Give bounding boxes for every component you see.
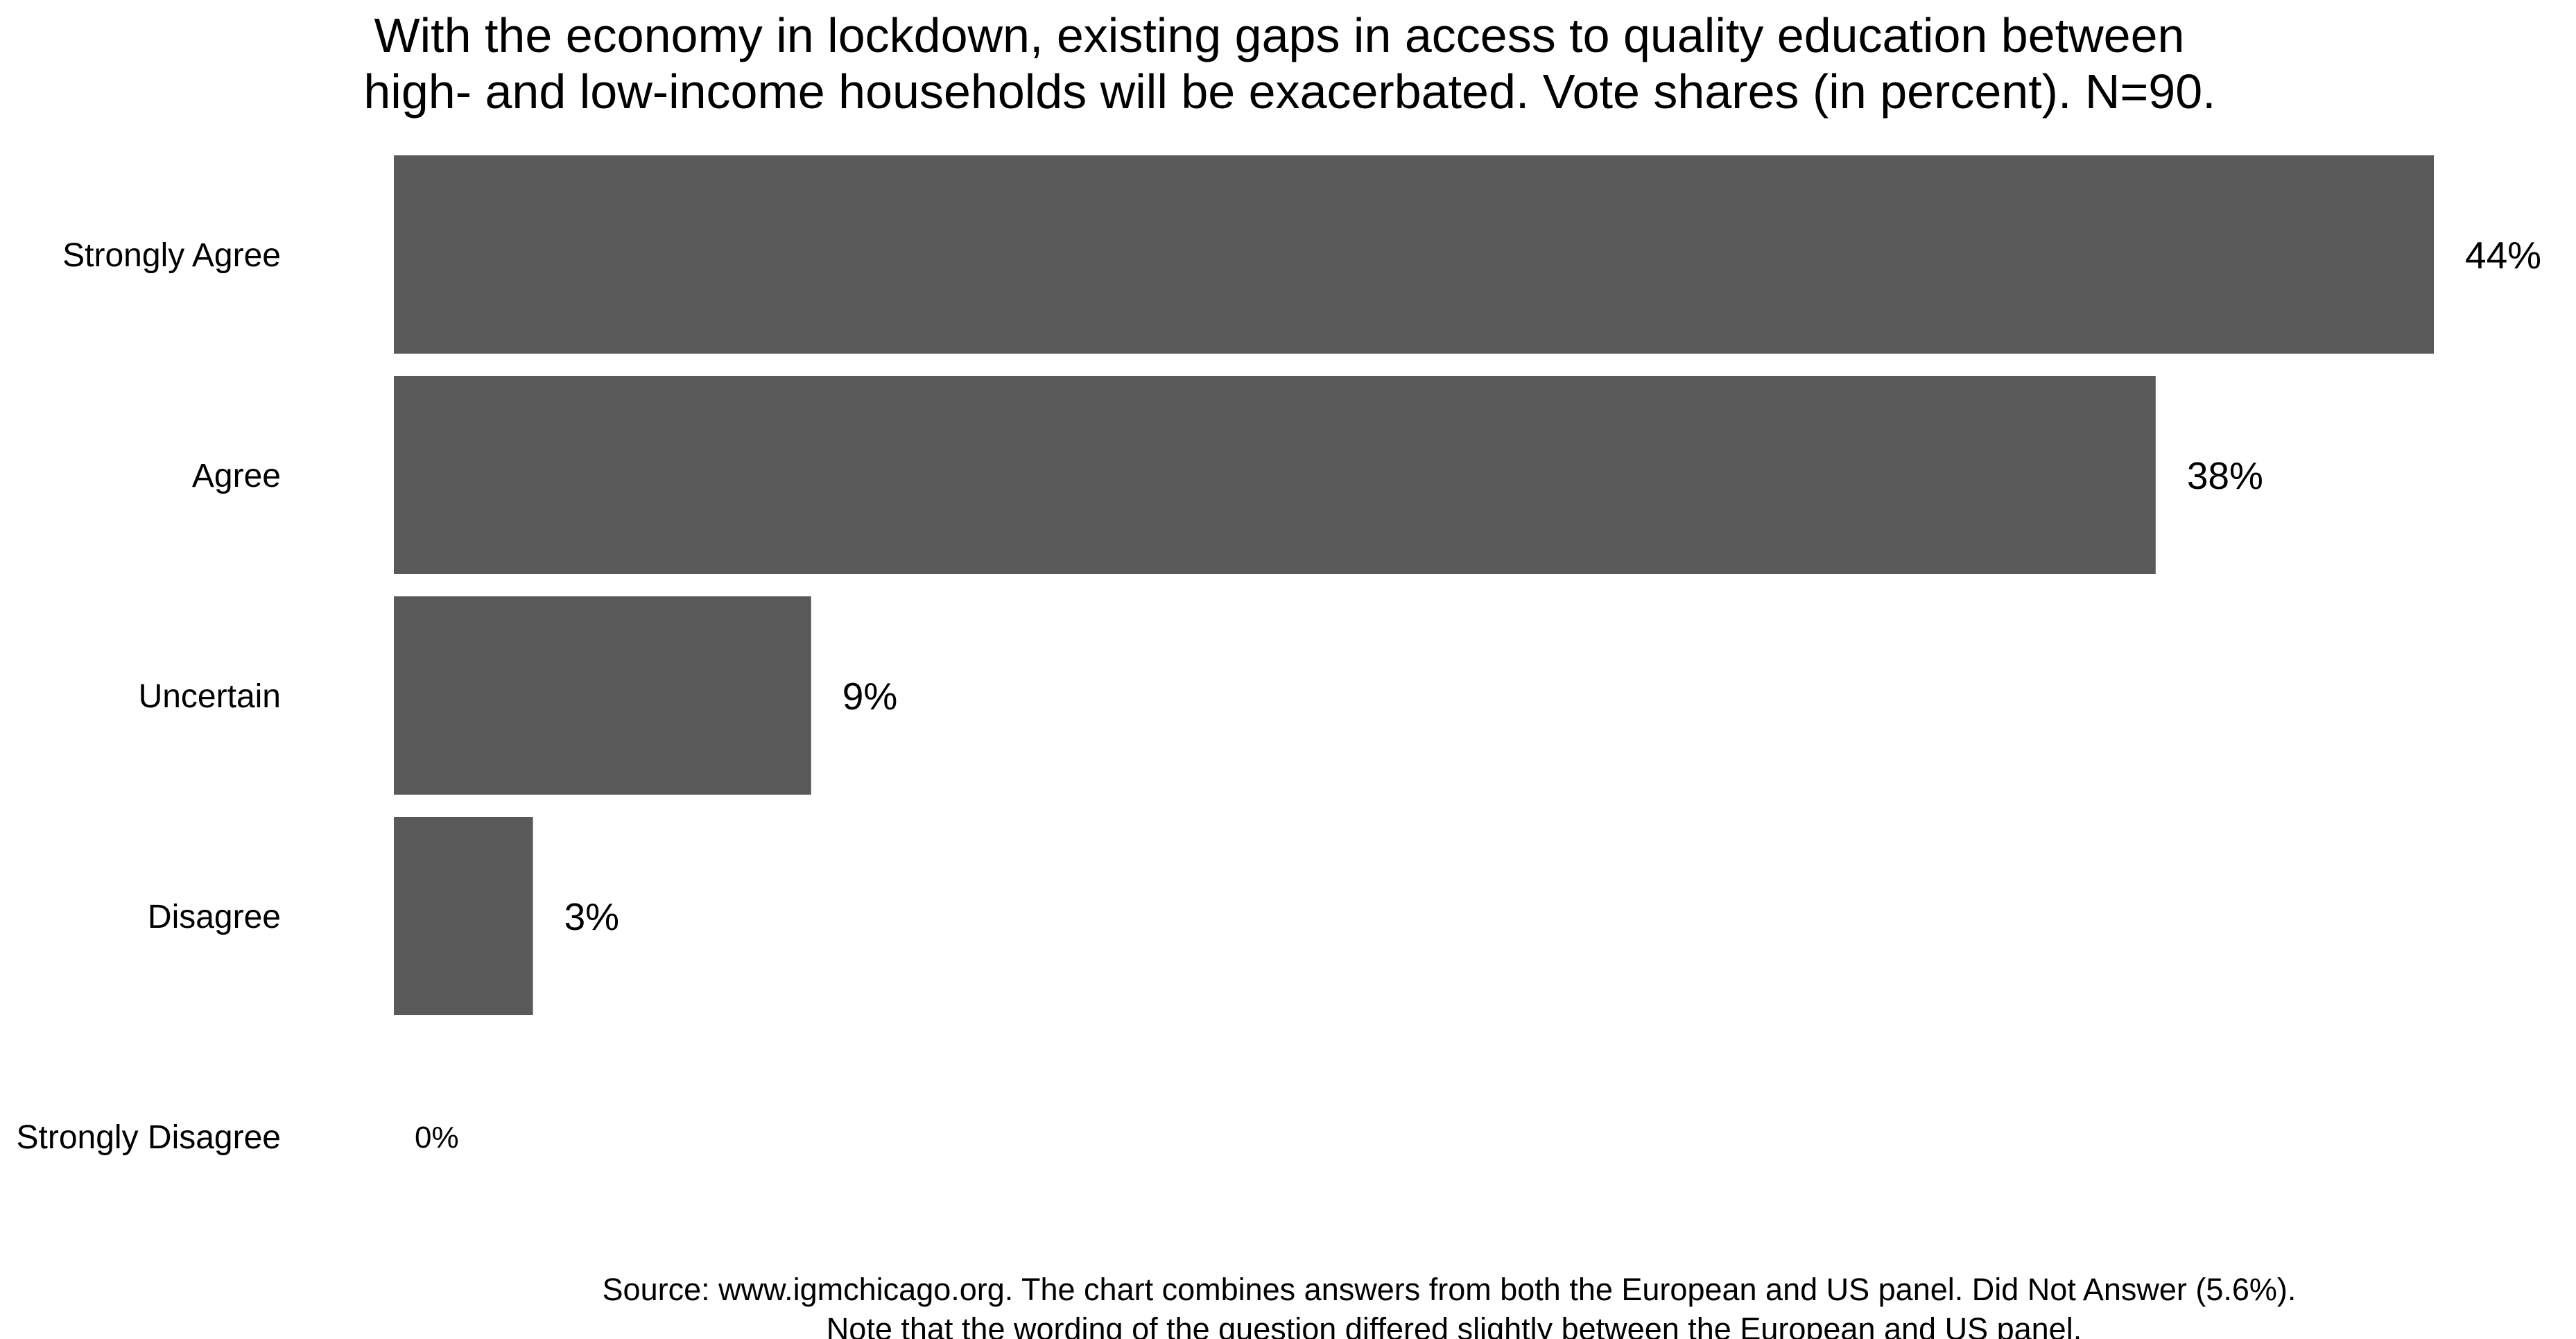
value-label-agree: 38% [2187, 454, 2263, 497]
value-label-disagree: 3% [564, 895, 620, 938]
category-label-strongly-agree: Strongly Agree [62, 237, 281, 274]
chart-title-line-2: high- and low-income households will be … [363, 64, 2215, 119]
value-label-uncertain: 9% [842, 675, 898, 718]
chart-title: With the economy in lockdown, existing g… [363, 8, 2215, 119]
caption-line-2: Note that the wording of the question di… [827, 1311, 2082, 1339]
category-label-disagree: Disagree [148, 899, 281, 935]
category-label-strongly-disagree: Strongly Disagree [16, 1119, 281, 1156]
chart-title-line-1: With the economy in lockdown, existing g… [374, 8, 2185, 62]
caption-line-1: Source: www.igmchicago.org. The chart co… [603, 1272, 2297, 1307]
bar-agree [394, 376, 2156, 574]
bar-strongly-agree [394, 155, 2434, 354]
plot-area: Strongly Agree 44% Agree 38% Uncertain 9% Disa… [16, 155, 2541, 1156]
category-label-uncertain: Uncertain [139, 678, 281, 715]
value-label-strongly-agree: 44% [2465, 234, 2541, 277]
value-label-strongly-disagree: 0% [415, 1121, 459, 1155]
category-label-agree: Agree [192, 458, 281, 494]
bar-uncertain [394, 596, 811, 795]
chart-caption: Source: www.igmchicago.org. The chart co… [603, 1272, 2297, 1339]
bar-disagree [394, 817, 533, 1015]
